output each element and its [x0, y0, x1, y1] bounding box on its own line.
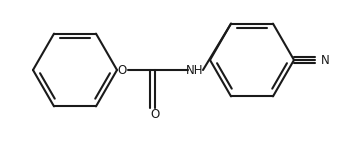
- Text: O: O: [150, 108, 160, 122]
- Text: NH: NH: [186, 63, 204, 76]
- Text: O: O: [117, 63, 127, 76]
- Text: N: N: [320, 54, 329, 66]
